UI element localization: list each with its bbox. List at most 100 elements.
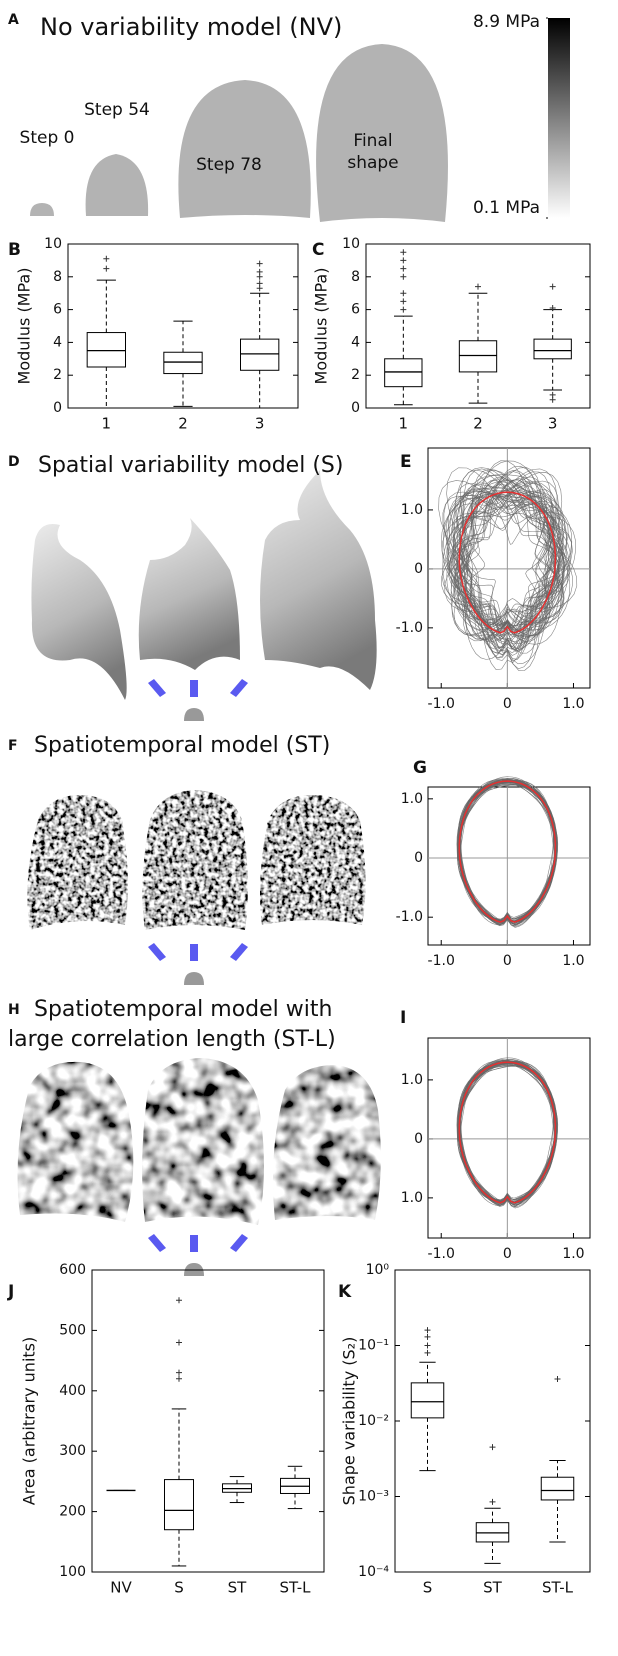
outlier xyxy=(176,1376,182,1382)
x-tick-label: 3 xyxy=(548,415,558,433)
panel-label: I xyxy=(400,1008,406,1028)
panel-label: D xyxy=(8,454,20,470)
y-tick-label: 0 xyxy=(414,561,423,577)
shape xyxy=(178,80,310,218)
colorbar-label: 0.1 MPa xyxy=(473,198,540,218)
st-shapes xyxy=(27,790,365,930)
x-tick-label: 0 xyxy=(503,696,512,712)
y-tick-label: 8 xyxy=(351,269,360,285)
panel-label: G xyxy=(413,758,427,778)
x-tick-label: 1.0 xyxy=(562,953,584,969)
y-tick-label: 10 xyxy=(342,236,360,252)
shape xyxy=(30,203,54,216)
y-tick-label: 10⁻⁴ xyxy=(358,1564,389,1580)
figure: A No variability model (NV) D Spatial va… xyxy=(0,0,618,1656)
arrow xyxy=(148,679,248,697)
arrow xyxy=(148,1234,248,1252)
shape xyxy=(31,524,126,700)
outlier xyxy=(425,1350,431,1356)
y-tick-label: 4 xyxy=(53,334,62,350)
outlier xyxy=(400,266,406,272)
y-axis-label: Modulus (MPa) xyxy=(312,268,331,385)
outlier xyxy=(176,1297,182,1303)
panel-label: K xyxy=(338,1282,352,1302)
x-tick-label: ST xyxy=(483,1579,503,1597)
panel-label: A xyxy=(8,12,19,28)
y-tick-label: 6 xyxy=(53,302,62,318)
page: { "figure": { "A": {"panel": "A", "title… xyxy=(0,0,618,1656)
outlier xyxy=(103,266,109,272)
panel-title: No variability model (NV) xyxy=(40,13,342,41)
y-tick-label: 10⁻³ xyxy=(358,1489,389,1505)
y-tick-label: 0 xyxy=(53,400,62,416)
panel-label: F xyxy=(8,738,18,754)
panel-title: Spatiotemporal model (ST) xyxy=(34,733,330,758)
x-tick-label: -1.0 xyxy=(428,696,455,712)
outlier xyxy=(103,256,109,262)
x-tick-label: 1.0 xyxy=(562,696,584,712)
panel-title: Spatial variability model (S) xyxy=(38,453,343,478)
panel-label: J xyxy=(7,1282,14,1302)
panel-label: E xyxy=(400,452,412,472)
y-tick-label: 1.0 xyxy=(401,791,423,807)
outlier xyxy=(490,1499,496,1505)
y-tick-label: 500 xyxy=(59,1322,86,1338)
y-axis-label: Area (arbitrary units) xyxy=(20,1337,39,1506)
outlier xyxy=(176,1339,182,1345)
y-axis-label: Modulus (MPa) xyxy=(15,268,34,385)
outlier xyxy=(400,257,406,263)
outlier xyxy=(400,249,406,255)
shape xyxy=(142,790,247,930)
x-tick-label: NV xyxy=(110,1579,132,1597)
x-tick-label: ST-L xyxy=(542,1579,574,1597)
x-tick-label: ST-L xyxy=(279,1579,311,1597)
y-tick-label: -1.0 xyxy=(396,909,423,925)
x-tick-label: -1.0 xyxy=(428,953,455,969)
shape xyxy=(139,518,240,670)
x-tick-label: S xyxy=(423,1579,433,1597)
box xyxy=(534,339,571,359)
panel-label: H xyxy=(8,1002,20,1018)
x-tick-label: S xyxy=(174,1579,184,1597)
shape xyxy=(86,154,149,216)
y-tick-label: 8 xyxy=(53,269,62,285)
outlier xyxy=(490,1444,496,1450)
outlier xyxy=(475,284,481,290)
y-tick-label: 6 xyxy=(351,302,360,318)
y-tick-label: 400 xyxy=(59,1383,86,1399)
x-tick-label: 1 xyxy=(102,415,112,433)
outlier xyxy=(257,280,263,286)
panel-label: B xyxy=(8,240,21,260)
y-tick-label: 1.0 xyxy=(401,1190,423,1206)
y-tick-label: 10⁰ xyxy=(366,1262,390,1278)
stage-label: Step 0 xyxy=(2,127,92,149)
outlier xyxy=(425,1343,431,1349)
stl-shapes xyxy=(18,1058,381,1225)
x-tick-label: 3 xyxy=(255,415,265,433)
box xyxy=(164,352,202,373)
y-tick-label: 200 xyxy=(59,1504,86,1520)
x-tick-label: 2 xyxy=(473,415,483,433)
box xyxy=(459,341,496,372)
x-tick-label: -1.0 xyxy=(428,1246,455,1262)
shape xyxy=(260,470,377,690)
panel-title: Spatiotemporal model with xyxy=(34,997,332,1022)
outlier xyxy=(555,1376,561,1382)
outlier xyxy=(176,1370,182,1376)
x-tick-label: 0 xyxy=(503,1246,512,1262)
arrow xyxy=(148,943,248,961)
x-tick-label: ST xyxy=(228,1579,248,1597)
x-tick-label: 1 xyxy=(399,415,409,433)
box xyxy=(385,359,422,387)
outlier xyxy=(257,269,263,275)
y-tick-label: 1.0 xyxy=(401,502,423,518)
s-shapes xyxy=(31,470,376,700)
shape xyxy=(260,795,366,925)
y-tick-label: 2 xyxy=(351,367,360,383)
y-tick-label: 300 xyxy=(59,1443,86,1459)
box xyxy=(411,1383,444,1418)
outlier xyxy=(550,284,556,290)
shape xyxy=(184,972,204,985)
stage-label: Step 54 xyxy=(72,99,162,121)
shape xyxy=(142,1058,264,1225)
